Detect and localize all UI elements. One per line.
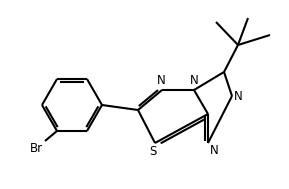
- Text: N: N: [190, 74, 198, 87]
- Text: N: N: [210, 144, 219, 157]
- Text: N: N: [234, 90, 243, 102]
- Text: S: S: [149, 145, 157, 158]
- Text: Br: Br: [30, 142, 43, 155]
- Text: N: N: [157, 74, 165, 87]
